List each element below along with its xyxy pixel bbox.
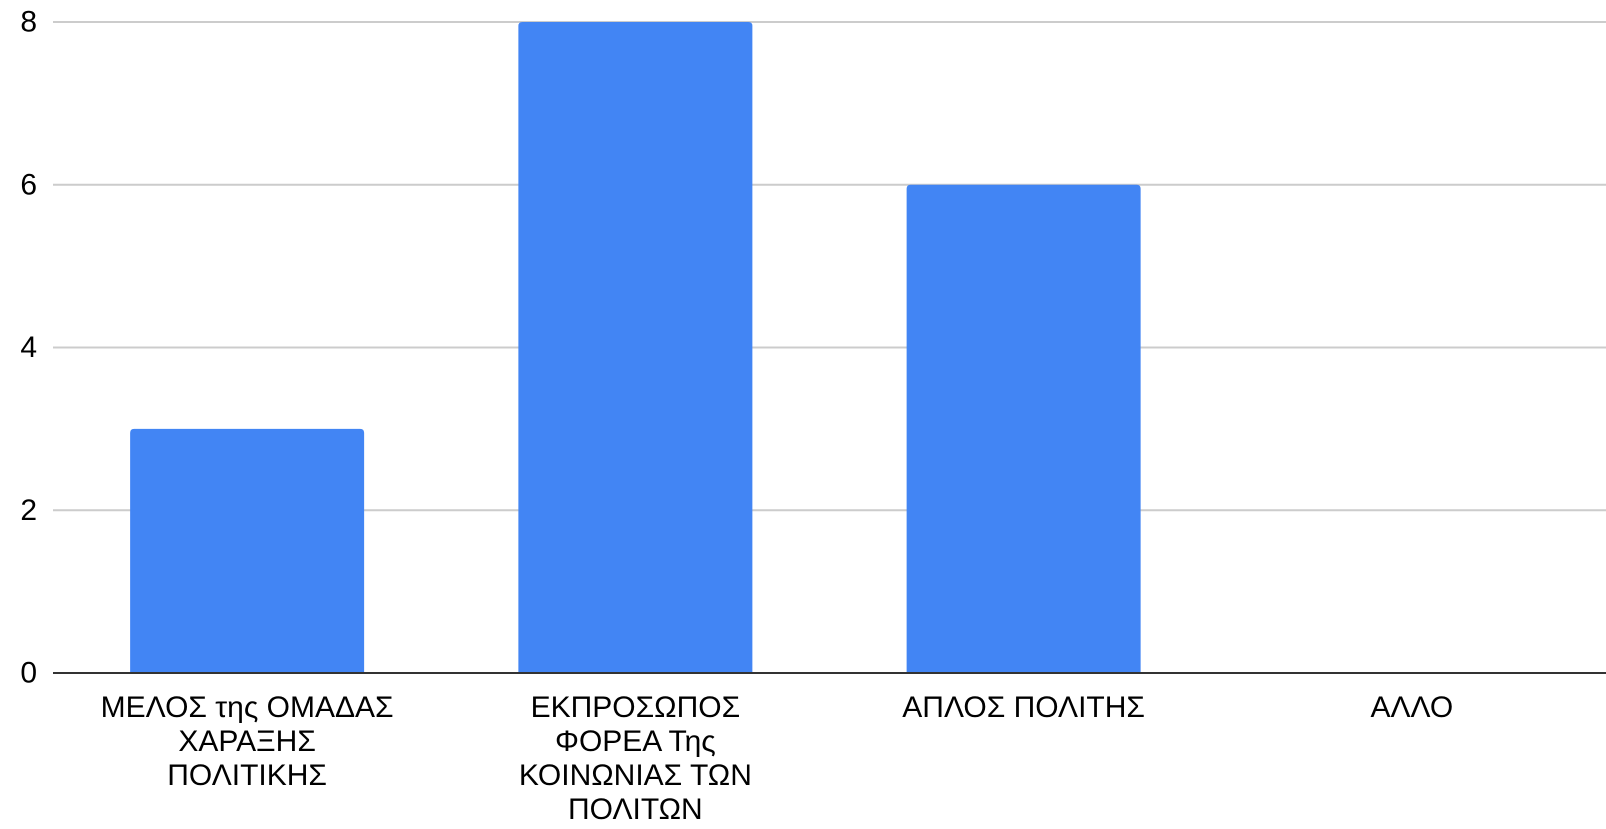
x-tick-label-line: ΕΚΠΡΟΣΩΠΟΣ bbox=[531, 691, 741, 724]
x-tick-label-1: ΕΚΠΡΟΣΩΠΟΣ ΦΟΡΕΑ Της ΚΟΙΝΩΝΙΑΣ ΤΩΝ ΠΟΛΙΤΩΝ bbox=[519, 691, 752, 826]
x-tick-label-2: ΑΠΛΟΣ ΠΟΛΙΤΗΣ bbox=[902, 691, 1145, 724]
bars bbox=[130, 22, 1141, 673]
x-tick-labels: ΜΕΛΟΣ της ΟΜΑΔΑΣ ΧΑΡΑΞΗΣ ΠΟΛΙΤΙΚΗΣ ΕΚΠΡΟΣΩΠ… bbox=[101, 691, 1454, 826]
x-tick-label-line: ΠΟΛΙΤΩΝ bbox=[568, 793, 703, 826]
x-tick-label-line: ΜΕΛΟΣ της ΟΜΑΔΑΣ bbox=[101, 691, 394, 724]
y-tick-labels: 0 2 4 6 8 bbox=[20, 6, 37, 690]
y-tick-label-0: 0 bbox=[20, 657, 37, 690]
x-tick-label-line: ΧΑΡΑΞΗΣ bbox=[178, 725, 316, 758]
x-tick-label-0: ΜΕΛΟΣ της ΟΜΑΔΑΣ ΧΑΡΑΞΗΣ ΠΟΛΙΤΙΚΗΣ bbox=[101, 691, 394, 792]
y-tick-label-6: 6 bbox=[20, 168, 37, 201]
x-tick-label-line: ΑΠΛΟΣ ΠΟΛΙΤΗΣ bbox=[902, 691, 1145, 724]
bar-1 bbox=[518, 22, 753, 673]
bar-0 bbox=[130, 428, 365, 673]
y-tick-label-4: 4 bbox=[20, 331, 37, 364]
x-tick-label-line: ΚΟΙΝΩΝΙΑΣ ΤΩΝ bbox=[519, 759, 752, 792]
x-tick-label-3: ΑΛΛΟ bbox=[1370, 691, 1453, 724]
y-tick-label-8: 8 bbox=[20, 6, 37, 39]
x-tick-label-line: ΦΟΡΕΑ Της bbox=[555, 725, 716, 758]
gridlines bbox=[53, 21, 1606, 512]
bar-2 bbox=[906, 184, 1141, 673]
x-tick-label-line: ΑΛΛΟ bbox=[1370, 691, 1453, 724]
y-tick-label-2: 2 bbox=[20, 494, 37, 527]
x-tick-label-line: ΠΟΛΙΤΙΚΗΣ bbox=[167, 759, 327, 792]
